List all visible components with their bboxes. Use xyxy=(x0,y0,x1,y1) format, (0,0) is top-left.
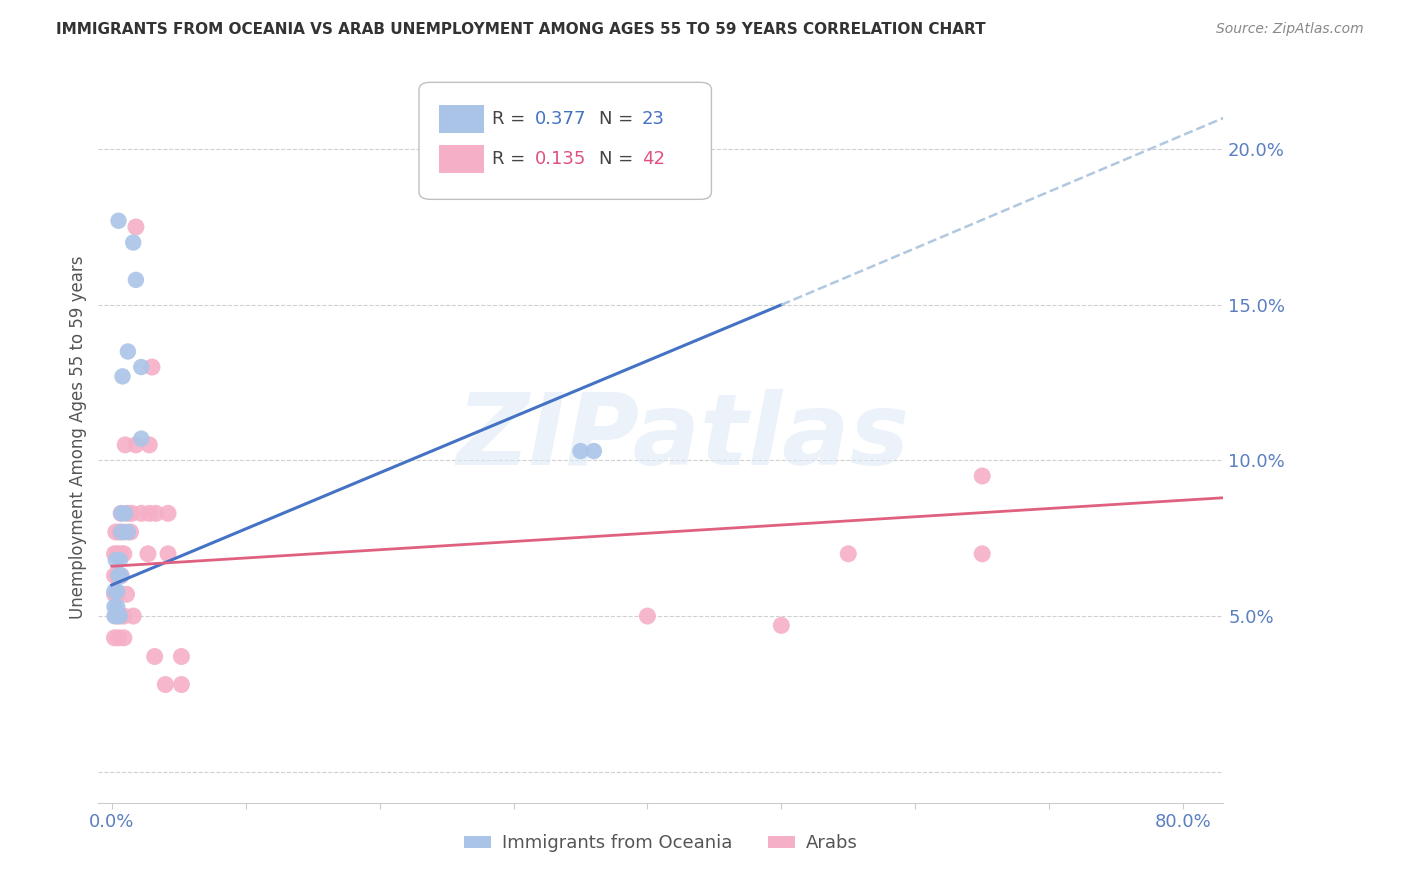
Point xyxy=(104,553,127,567)
Point xyxy=(103,631,125,645)
Point xyxy=(837,547,859,561)
Point xyxy=(110,547,132,561)
Point xyxy=(111,369,134,384)
Point xyxy=(582,444,605,458)
Point xyxy=(110,568,132,582)
Point xyxy=(117,506,139,520)
Point xyxy=(105,599,128,614)
Text: 23: 23 xyxy=(641,110,665,128)
Point xyxy=(110,524,132,539)
Text: R =: R = xyxy=(492,110,531,128)
Point xyxy=(136,547,159,561)
Point xyxy=(157,547,180,561)
Text: Source: ZipAtlas.com: Source: ZipAtlas.com xyxy=(1216,22,1364,37)
Text: 0.377: 0.377 xyxy=(534,110,586,128)
FancyBboxPatch shape xyxy=(419,82,711,200)
Point xyxy=(103,568,125,582)
Point xyxy=(117,344,139,359)
Point xyxy=(110,506,132,520)
Point xyxy=(107,568,129,582)
Point xyxy=(115,587,138,601)
Point xyxy=(103,587,125,601)
Point xyxy=(114,438,136,452)
Point xyxy=(129,359,152,374)
Text: 42: 42 xyxy=(641,150,665,168)
Point xyxy=(129,432,152,446)
Point xyxy=(138,506,160,520)
Point xyxy=(103,547,125,561)
Point xyxy=(107,213,129,227)
Point xyxy=(141,359,163,374)
Point xyxy=(157,506,180,520)
Point xyxy=(122,609,145,624)
Point xyxy=(770,618,793,632)
Point xyxy=(105,587,128,601)
Point xyxy=(110,568,132,582)
Text: N =: N = xyxy=(599,110,638,128)
Point xyxy=(108,609,131,624)
Point xyxy=(112,524,135,539)
Point xyxy=(110,506,132,520)
Point xyxy=(129,506,152,520)
Point xyxy=(104,524,127,539)
Point xyxy=(120,524,142,539)
Point xyxy=(112,631,135,645)
Point xyxy=(108,609,131,624)
Text: N =: N = xyxy=(599,150,638,168)
Point xyxy=(103,584,125,599)
Text: R =: R = xyxy=(492,150,531,168)
Point xyxy=(103,609,125,624)
Point xyxy=(125,273,148,287)
Point xyxy=(972,547,994,561)
Point xyxy=(121,506,143,520)
Point xyxy=(145,506,167,520)
Point xyxy=(138,438,160,452)
Point xyxy=(122,235,145,250)
Point xyxy=(170,677,193,691)
Point xyxy=(105,609,128,624)
Point xyxy=(125,219,148,234)
Y-axis label: Unemployment Among Ages 55 to 59 years: Unemployment Among Ages 55 to 59 years xyxy=(69,255,87,619)
Point xyxy=(636,609,658,624)
Point xyxy=(105,584,128,599)
Legend: Immigrants from Oceania, Arabs: Immigrants from Oceania, Arabs xyxy=(457,827,865,860)
Point xyxy=(108,553,131,567)
Point xyxy=(569,444,592,458)
Text: IMMIGRANTS FROM OCEANIA VS ARAB UNEMPLOYMENT AMONG AGES 55 TO 59 YEARS CORRELATI: IMMIGRANTS FROM OCEANIA VS ARAB UNEMPLOY… xyxy=(56,22,986,37)
Point xyxy=(103,599,125,614)
Point xyxy=(112,609,135,624)
Point xyxy=(114,506,136,520)
Point xyxy=(112,547,135,561)
Point xyxy=(107,631,129,645)
Point xyxy=(117,524,139,539)
Text: 0.135: 0.135 xyxy=(534,150,586,168)
Text: ZIPatlas: ZIPatlas xyxy=(457,389,910,485)
Point xyxy=(108,524,131,539)
Point xyxy=(125,438,148,452)
FancyBboxPatch shape xyxy=(439,105,484,133)
Point xyxy=(105,547,128,561)
Point xyxy=(105,568,128,582)
Point xyxy=(170,649,193,664)
Point xyxy=(972,469,994,483)
Point xyxy=(104,609,127,624)
Point xyxy=(155,677,177,691)
Point xyxy=(143,649,166,664)
FancyBboxPatch shape xyxy=(439,145,484,173)
